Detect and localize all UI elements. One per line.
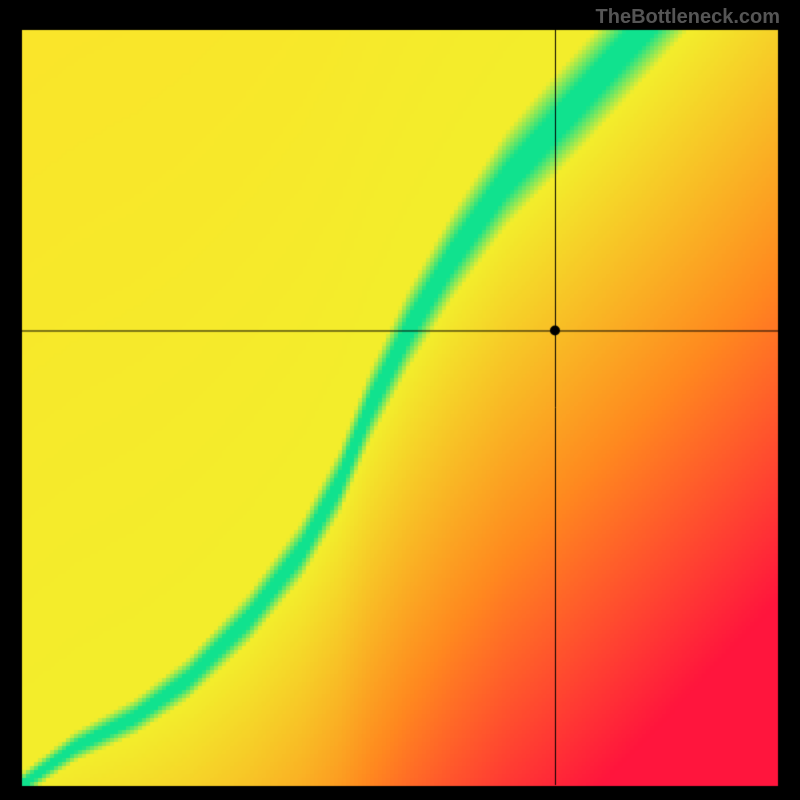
watermark-text: TheBottleneck.com — [596, 6, 780, 29]
bottleneck-heatmap — [0, 0, 800, 800]
